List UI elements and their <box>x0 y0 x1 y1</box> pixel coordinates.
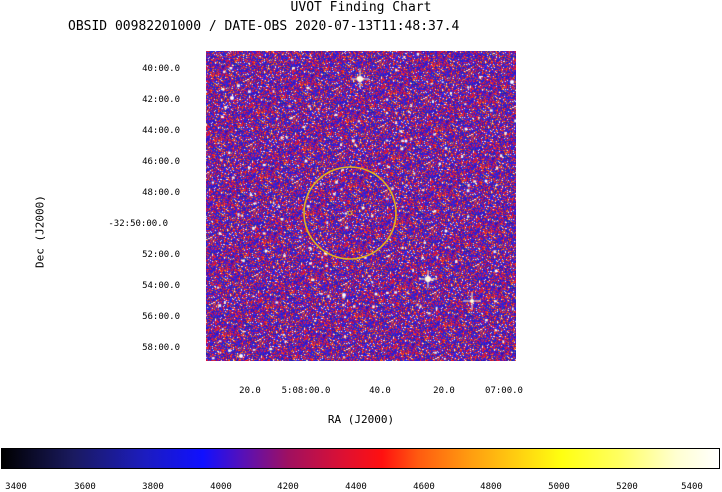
ra-tick: 40.0 <box>369 386 391 396</box>
ra-tick: 5:08:00.0 <box>281 386 331 396</box>
dec-tick: 42:00.0 <box>142 95 180 105</box>
colorbar-tick: 3600 <box>74 482 96 492</box>
colorbar-tick: 4200 <box>277 482 299 492</box>
dec-tick: 54:00.0 <box>142 281 180 291</box>
ra-tick: 20.0 <box>433 386 455 396</box>
dec-tick: 58:00.0 <box>142 343 180 353</box>
colorbar <box>1 448 720 469</box>
chart-subtitle: OBSID 00982201000 / DATE-OBS 2020-07-13T… <box>68 19 460 34</box>
dec-tick: -32:50:00.0 <box>108 219 168 229</box>
colorbar-tick: 3800 <box>142 482 164 492</box>
chart-title: UVOT Finding Chart <box>290 0 432 15</box>
colorbar-tick: 3400 <box>5 482 27 492</box>
colorbar-tick: 5400 <box>681 482 703 492</box>
source-region-circle <box>303 166 397 260</box>
dec-tick: 48:00.0 <box>142 188 180 198</box>
sky-overlay <box>303 166 397 260</box>
colorbar-tick: 4800 <box>480 482 502 492</box>
colorbar-tick: 4600 <box>413 482 435 492</box>
sky-image <box>206 51 516 361</box>
dec-tick: 46:00.0 <box>142 157 180 167</box>
ra-tick: 20.0 <box>239 386 261 396</box>
dec-tick: 52:00.0 <box>142 250 180 260</box>
colorbar-tick: 4000 <box>210 482 232 492</box>
colorbar-tick: 4400 <box>345 482 367 492</box>
y-axis-label: Dec (J2000) <box>33 195 47 268</box>
dec-tick: 40:00.0 <box>142 64 180 74</box>
dec-tick: 44:00.0 <box>142 126 180 136</box>
source-center-marker <box>347 210 353 216</box>
x-axis-label: RA (J2000) <box>327 413 395 426</box>
colorbar-tick: 5000 <box>548 482 570 492</box>
ra-tick: 07:00.0 <box>485 386 523 396</box>
colorbar-tick: 5200 <box>616 482 638 492</box>
dec-tick: 56:00.0 <box>142 312 180 322</box>
